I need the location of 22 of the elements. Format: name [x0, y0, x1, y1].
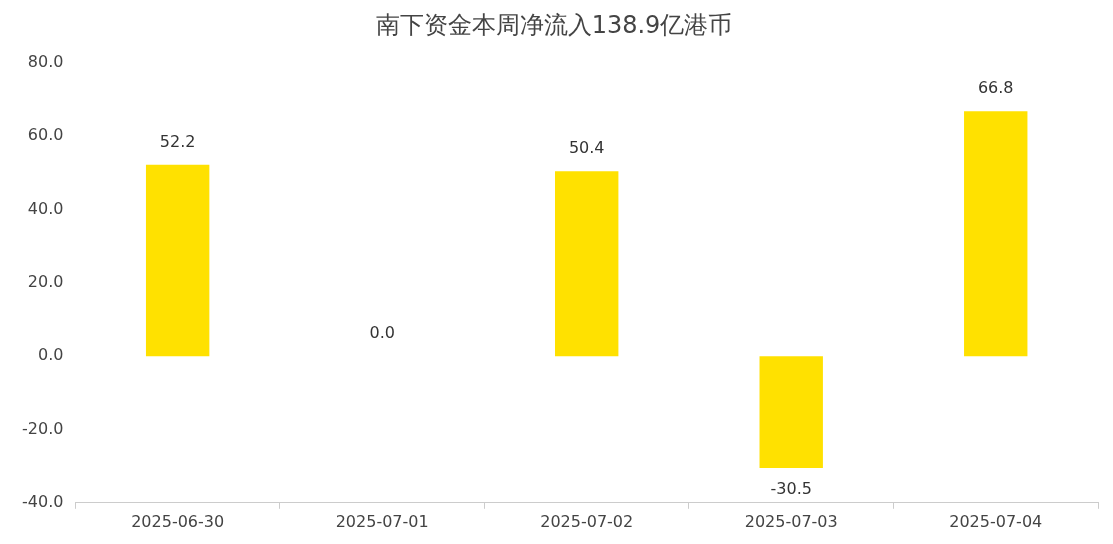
bar [145, 164, 210, 357]
data-label: 50.4 [568, 138, 605, 158]
chart-title: 南下资金本周净流入138.9亿港币 [375, 10, 733, 39]
x-tick-label: 2025-07-03 [744, 511, 838, 531]
x-tick-label: 2025-06-30 [131, 511, 225, 531]
y-tick-label: 40.0 [27, 198, 64, 218]
y-tick-label: 0.0 [37, 345, 64, 365]
x-tick-label: 2025-07-02 [540, 511, 634, 531]
y-tick-label: 60.0 [27, 125, 64, 145]
data-label: 66.8 [977, 78, 1014, 98]
y-tick-label: 80.0 [27, 51, 64, 71]
bar [964, 111, 1028, 357]
bar [759, 356, 823, 468]
y-tick-label: -20.0 [21, 418, 64, 438]
x-tick-label: 2025-07-01 [335, 511, 429, 531]
bar [555, 171, 619, 357]
data-label: 52.2 [159, 131, 196, 151]
data-label: -30.5 [770, 479, 812, 499]
y-tick-label: 20.0 [27, 271, 64, 291]
x-tick-label: 2025-07-04 [949, 511, 1043, 531]
data-label: 0.0 [369, 323, 395, 343]
y-tick-label: -40.0 [21, 491, 64, 511]
